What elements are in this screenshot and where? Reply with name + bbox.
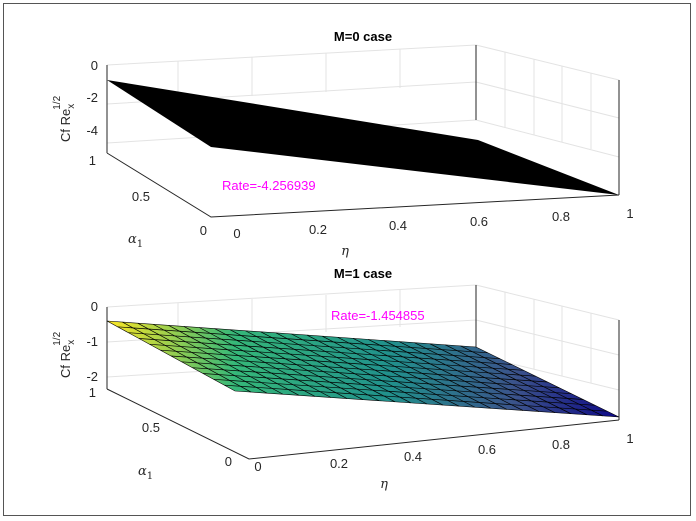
x-tick-label: 0.2 bbox=[309, 222, 327, 237]
mesh-line bbox=[138, 338, 512, 365]
z-tick-label: -1 bbox=[86, 334, 98, 349]
x-tick-label: 0.6 bbox=[470, 214, 488, 229]
figure-frame bbox=[3, 3, 691, 516]
plot-m0-z-axis-label: Cf Rex1/2 bbox=[52, 95, 77, 142]
y-tick-label: 0.5 bbox=[132, 189, 150, 204]
z-tick-label: -4 bbox=[86, 123, 98, 138]
plot-m1: 0 -1 -2 1 0.5 0 0 0.2 0.4 0.6 0.8 1 M=1 … bbox=[52, 266, 634, 492]
y-tick-label: 1 bbox=[89, 153, 96, 168]
mesh-line bbox=[160, 349, 536, 377]
z-tick-label: 0 bbox=[91, 58, 98, 73]
mesh-line bbox=[224, 384, 608, 412]
mesh-line bbox=[213, 378, 596, 406]
plot-m1-axes bbox=[106, 285, 620, 460]
plot-m0-x-axis-label: η bbox=[341, 244, 349, 259]
plot-m1-title: M=1 case bbox=[334, 266, 392, 281]
z-tick-label: -2 bbox=[86, 369, 98, 384]
x-tick-label: 0.8 bbox=[552, 209, 570, 224]
mesh-line bbox=[128, 332, 500, 360]
plot-m1-x-ticks: 0 0.2 0.4 0.6 0.8 1 bbox=[254, 431, 633, 474]
plot-m1-y-axis-label: α1 bbox=[138, 464, 153, 482]
plot-m0-y-axis-label: α1 bbox=[128, 232, 143, 250]
x-tick-label: 0.8 bbox=[552, 437, 570, 452]
plot-m0-y-ticks: 1 0.5 0 bbox=[89, 153, 207, 238]
mesh-line bbox=[117, 326, 488, 354]
plot-m0-surface bbox=[107, 80, 619, 195]
x-tick-label: 1 bbox=[626, 206, 633, 221]
plot-m1-z-ticks: 0 -1 -2 bbox=[86, 299, 98, 384]
x-tick-label: 0 bbox=[254, 459, 261, 474]
mesh-line bbox=[170, 355, 548, 383]
y-tick-label: 0 bbox=[225, 454, 232, 469]
x-tick-label: 1 bbox=[626, 431, 633, 446]
z-tick-label: -2 bbox=[86, 90, 98, 105]
plot-m0-rate-annotation: Rate=-4.256939 bbox=[222, 178, 316, 193]
y-tick-label: 0 bbox=[200, 223, 207, 238]
plot-m1-y-ticks: 1 0.5 0 bbox=[89, 385, 232, 469]
mesh-line bbox=[181, 361, 560, 389]
plot-m0-z-ticks: 0 -2 -4 bbox=[86, 58, 98, 138]
z-tick-label: 0 bbox=[91, 299, 98, 314]
plot-m0: 0 -2 -4 1 0.5 0 0 0.2 0.4 0.6 0.8 1 M=0 … bbox=[52, 29, 634, 259]
plot-m0-x-ticks: 0 0.2 0.4 0.6 0.8 1 bbox=[233, 206, 633, 241]
mesh-line bbox=[149, 343, 524, 371]
x-tick-label: 0.4 bbox=[389, 218, 407, 233]
plot-m0-title: M=0 case bbox=[334, 29, 392, 44]
mesh-line bbox=[192, 367, 572, 395]
y-tick-label: 1 bbox=[89, 385, 96, 400]
y-tick-label: 0.5 bbox=[142, 420, 160, 435]
plot-m1-rate-annotation: Rate=-1.454855 bbox=[331, 308, 425, 323]
mesh-line bbox=[202, 373, 584, 400]
x-tick-label: 0 bbox=[233, 226, 240, 241]
plot-m1-surface-mesh bbox=[117, 321, 608, 417]
plot-m1-z-axis-label: Cf Rex1/2 bbox=[52, 331, 77, 378]
x-tick-label: 0.2 bbox=[330, 456, 348, 471]
plot-m1-x-axis-label: η bbox=[380, 477, 388, 492]
x-tick-label: 0.6 bbox=[478, 442, 496, 457]
plot-m0-axes bbox=[106, 45, 620, 218]
x-tick-label: 0.4 bbox=[404, 449, 422, 464]
